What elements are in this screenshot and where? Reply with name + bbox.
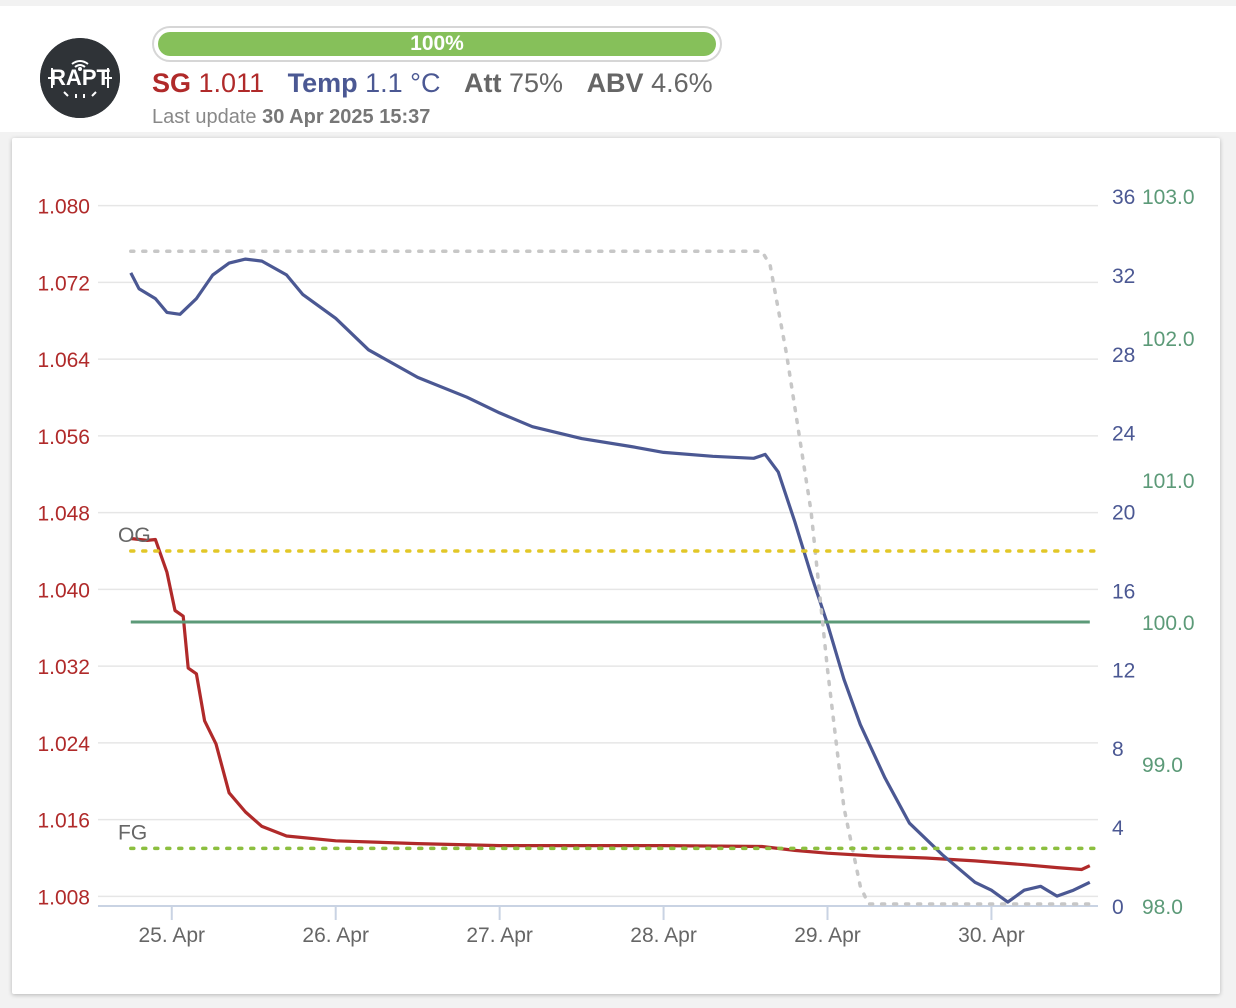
temp-label: Temp (287, 68, 358, 98)
stats-row: SG 1.011 Temp 1.1 °C Att 75% ABV 4.6% (152, 68, 729, 104)
y-left-tick-label: 1.072 (37, 272, 90, 295)
series-dotted-line (129, 249, 1092, 906)
y-right-temp-tick-label: 32 (1112, 265, 1135, 288)
progress-fill (158, 32, 716, 56)
x-tick-label: 29. Apr (794, 924, 861, 947)
abv-stat: ABV 4.6% (587, 68, 713, 99)
y-right-battery-tick-label: 103.0 (1142, 186, 1195, 209)
y-right-battery-tick-label: 99.0 (1142, 754, 1183, 777)
y-left-tick-label: 1.080 (37, 196, 90, 219)
att-value: 75% (509, 68, 564, 98)
top-strip (0, 0, 1236, 6)
abv-label: ABV (586, 68, 644, 98)
y-left-tick-label: 1.008 (37, 886, 90, 909)
y-right-battery-tick-label: 102.0 (1142, 328, 1195, 351)
y-right-temp-tick-label: 20 (1112, 502, 1135, 525)
series-sg-line (130, 536, 1091, 872)
y-right-battery-tick-label: 101.0 (1142, 470, 1195, 493)
reference-label-fg: FG (118, 821, 147, 844)
att-stat: Att 75% (464, 68, 563, 99)
y-left-tick-label: 1.032 (37, 656, 90, 679)
sg-label: SG (152, 68, 192, 98)
x-tick-label: 30. Apr (958, 924, 1025, 947)
y-right-temp-tick-label: 8 (1112, 738, 1124, 761)
y-right-temp-tick-label: 4 (1112, 817, 1124, 840)
y-left-tick-label: 1.024 (37, 733, 90, 756)
y-right-temp-tick-label: 36 (1112, 186, 1135, 209)
last-update-label: Last update (152, 106, 257, 128)
sg-value: 1.011 (198, 68, 265, 98)
last-update-timestamp: 30 Apr 2025 15:37 (262, 106, 431, 128)
series-temp-line (129, 257, 1091, 904)
y-left-tick-label: 1.016 (37, 810, 90, 833)
header: RAPT 100% SG 1.011 Temp 1.1 °C Att 75% A… (0, 6, 1236, 132)
temp-value: 1.1 °C (365, 68, 441, 98)
chart-card: 1.080 1.072 1.064 1.056 1.048 1.040 1.032 1.024… (12, 138, 1220, 994)
y-left-tick-label: 1.048 (37, 503, 90, 526)
y-left-tick-label: 1.040 (37, 579, 90, 602)
att-label: Att (464, 68, 502, 98)
y-right-battery-tick-label: 98.0 (1142, 896, 1183, 919)
y-right-battery-tick-label: 100.0 (1142, 612, 1195, 635)
fermentation-progress-bar: 100% (152, 26, 722, 62)
x-tick-label: 27. Apr (466, 924, 533, 947)
progress-label: 100% (410, 32, 464, 55)
x-tick-label: 26. Apr (302, 924, 369, 947)
y-right-temp-tick-label: 28 (1112, 344, 1135, 367)
y-right-temp-tick-label: 16 (1112, 580, 1135, 603)
temp-stat: Temp 1.1 °C (288, 68, 441, 99)
y-right-temp-tick-label: 24 (1112, 423, 1136, 446)
reference-label-og: OG (118, 524, 151, 547)
x-tick-label: 28. Apr (630, 924, 697, 947)
y-left-tick-label: 1.064 (37, 349, 90, 372)
fermentation-chart[interactable]: 1.080 1.072 1.064 1.056 1.048 1.040 1.032 1.024… (12, 138, 1220, 994)
y-left-tick-label: 1.056 (37, 426, 90, 449)
y-right-temp-tick-label: 0 (1112, 896, 1124, 919)
y-right-temp-tick-label: 12 (1112, 659, 1135, 682)
rapt-logo: RAPT (40, 38, 120, 118)
x-tick-label: 25. Apr (138, 924, 205, 947)
sg-stat: SG 1.011 (152, 68, 264, 99)
abv-value: 4.6% (651, 68, 713, 98)
last-update: Last update 30 Apr 2025 15:37 (152, 106, 430, 129)
